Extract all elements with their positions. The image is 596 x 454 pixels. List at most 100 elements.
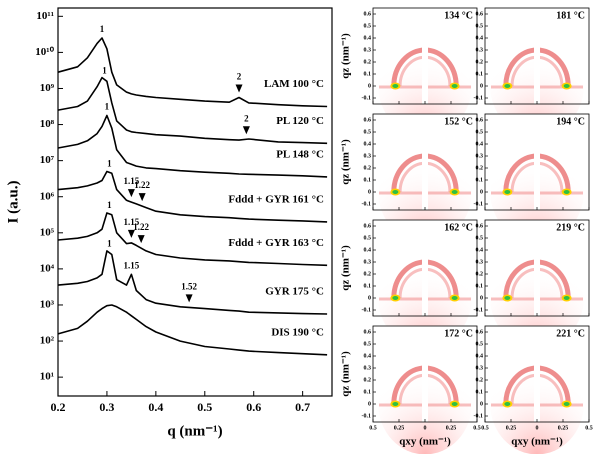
y-tick-label: 0.1 [476, 389, 484, 395]
y-tick-label: 10¹ [40, 371, 54, 383]
series-label: DIS 190 °C [271, 326, 324, 338]
peak-label: 1.15 [124, 260, 140, 270]
bragg-spot-core [392, 296, 399, 300]
y-tick-label: 10⁴ [40, 262, 55, 274]
panel-temperature: 194 °C [556, 116, 585, 127]
y-tick-label: 0.6 [364, 11, 372, 17]
y-tick-label: 0 [368, 401, 371, 407]
peak-arrow [242, 126, 250, 135]
series-line [57, 304, 328, 356]
x-tick-label: 0.6 [246, 400, 261, 414]
bragg-spot-core [563, 84, 570, 88]
y-tick-label: 0 [480, 189, 483, 195]
x-tick-label: 0.25 [558, 425, 569, 431]
y-tick-label: 0.5 [476, 129, 484, 135]
beamstop-gap [422, 220, 428, 316]
y-tick-label: -0.1 [362, 307, 372, 313]
peak-arrow [127, 189, 135, 198]
panel-temperature: 172 °C [444, 328, 473, 339]
y-tick-label: 0.6 [476, 329, 484, 335]
beamstop-gap [422, 8, 428, 104]
series-label: PL 148 °C [276, 148, 324, 160]
peak-arrow [138, 193, 146, 202]
y-tick-label: 0.5 [476, 341, 484, 347]
y-tick-label: 0.4 [364, 247, 372, 253]
y-tick-label: 0.2 [476, 165, 484, 171]
peak-arrow [185, 294, 193, 303]
y-tick-label: 0 [480, 83, 483, 89]
y-tick-label: 0.3 [476, 153, 484, 159]
y-tick-label: 10² [40, 335, 55, 347]
bragg-spot-core [392, 402, 399, 406]
beamstop-gap [534, 326, 540, 422]
bragg-spot-core [392, 84, 399, 88]
bragg-spot-core [504, 190, 511, 194]
peak-label: 1.22 [134, 180, 150, 190]
y-axis-label: qz (nm⁻¹) [340, 33, 352, 79]
beamstop-gap [422, 114, 428, 210]
peak-label: 1.52 [181, 281, 197, 291]
x-axis-label: qxy (nm⁻¹) [511, 436, 563, 448]
bragg-spot-core [563, 296, 570, 300]
y-tick-label: 0.2 [476, 59, 484, 65]
y-tick-label: 10¹¹ [36, 10, 54, 22]
beamstop-gap [534, 220, 540, 316]
y-tick-label: 0.3 [476, 259, 484, 265]
y-tick-label: 0.4 [364, 141, 372, 147]
x-tick-label: 0.3 [99, 400, 114, 414]
y-tick-label: 0.4 [476, 141, 484, 147]
peak-arrow [137, 235, 145, 244]
series-label: Fddd + GYR 161 °C [228, 193, 324, 205]
y-tick-label: 0.1 [364, 71, 372, 77]
bragg-spot-core [451, 296, 458, 300]
y-tick-label: 0.1 [476, 71, 484, 77]
peak-label: 1 [107, 200, 112, 210]
y-tick-label: 0.2 [476, 271, 484, 277]
y-tick-label: -0.1 [474, 95, 484, 101]
peak-label: 1 [107, 239, 112, 249]
y-tick-label: 0.2 [364, 59, 372, 65]
y-tick-label: 0.4 [364, 353, 372, 359]
panel-temperature: 219 °C [556, 222, 585, 233]
bragg-spot-core [504, 84, 511, 88]
y-tick-label: 0.6 [476, 223, 484, 229]
y-tick-label: 0.6 [476, 117, 484, 123]
y-tick-label: 10³ [40, 299, 55, 311]
peak-label: 1 [105, 102, 110, 112]
bragg-spot-core [451, 84, 458, 88]
gisaxs-panel: 152 °C -0.1 0 0.1 0.2 0.3 0.4 0.5 0.6 qz (nm⁻¹) [340, 113, 478, 243]
y-tick-label: 0.1 [364, 177, 372, 183]
y-tick-label: 0.3 [476, 365, 484, 371]
bragg-spot-core [563, 190, 570, 194]
bragg-spot-core [451, 402, 458, 406]
gisaxs-panel: 221 °C -0.1 0 0.1 0.2 0.3 0.4 0.5 0.6 0.5 0.25 0 0.2… [474, 325, 593, 454]
y-tick-label: -0.1 [474, 413, 484, 419]
x-tick-label: 0.2 [51, 400, 66, 414]
x-tick-label: 0.5 [585, 425, 593, 431]
y-tick-label: 0.5 [476, 235, 484, 241]
x-tick-label: 0 [424, 425, 427, 431]
series-label: LAM 100 °C [264, 78, 324, 90]
x-tick-label: 0.4 [148, 400, 163, 414]
x-tick-label: 0.5 [481, 425, 489, 431]
y-tick-label: 0.5 [364, 23, 372, 29]
y-tick-label: 0 [368, 295, 371, 301]
bragg-spot-core [392, 190, 399, 194]
x-tick-label: 0.7 [295, 400, 310, 414]
panel-temperature: 221 °C [556, 328, 585, 339]
y-tick-label: 0.5 [364, 235, 372, 241]
beamstop-gap [534, 114, 540, 210]
y-tick-label: 0.5 [364, 129, 372, 135]
y-axis-label: I (a.u.) [5, 181, 21, 224]
y-tick-label: -0.1 [474, 307, 484, 313]
bragg-spot-core [504, 296, 511, 300]
y-tick-label: 0.2 [364, 271, 372, 277]
y-tick-label: 0 [480, 295, 483, 301]
y-tick-label: 0.3 [364, 365, 372, 371]
peak-label: 2 [237, 72, 242, 82]
y-tick-label: 0.2 [476, 377, 484, 383]
y-tick-label: 0.1 [476, 177, 484, 183]
x-tick-label: 0.5 [369, 425, 377, 431]
panel-temperature: 152 °C [444, 116, 473, 127]
